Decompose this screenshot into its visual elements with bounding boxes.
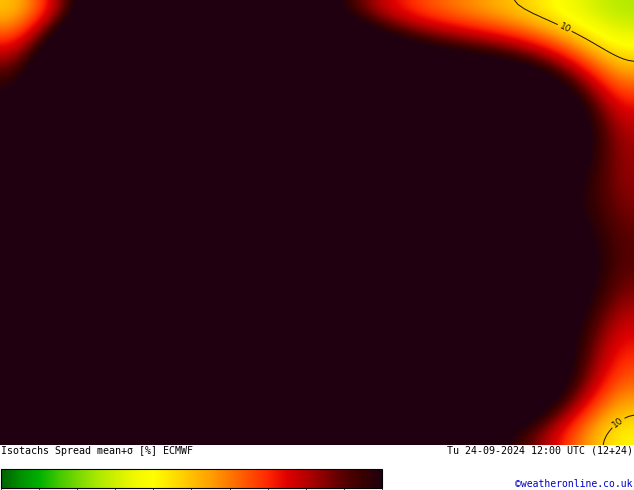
- Text: Isotachs Spread mean+σ [%] ECMWF: Isotachs Spread mean+σ [%] ECMWF: [1, 446, 193, 456]
- Text: 10: 10: [558, 22, 572, 34]
- Text: Tu 24-09-2024 12:00 UTC (12+24): Tu 24-09-2024 12:00 UTC (12+24): [447, 446, 633, 456]
- Text: 10: 10: [611, 416, 625, 430]
- Text: ©weatheronline.co.uk: ©weatheronline.co.uk: [515, 479, 633, 489]
